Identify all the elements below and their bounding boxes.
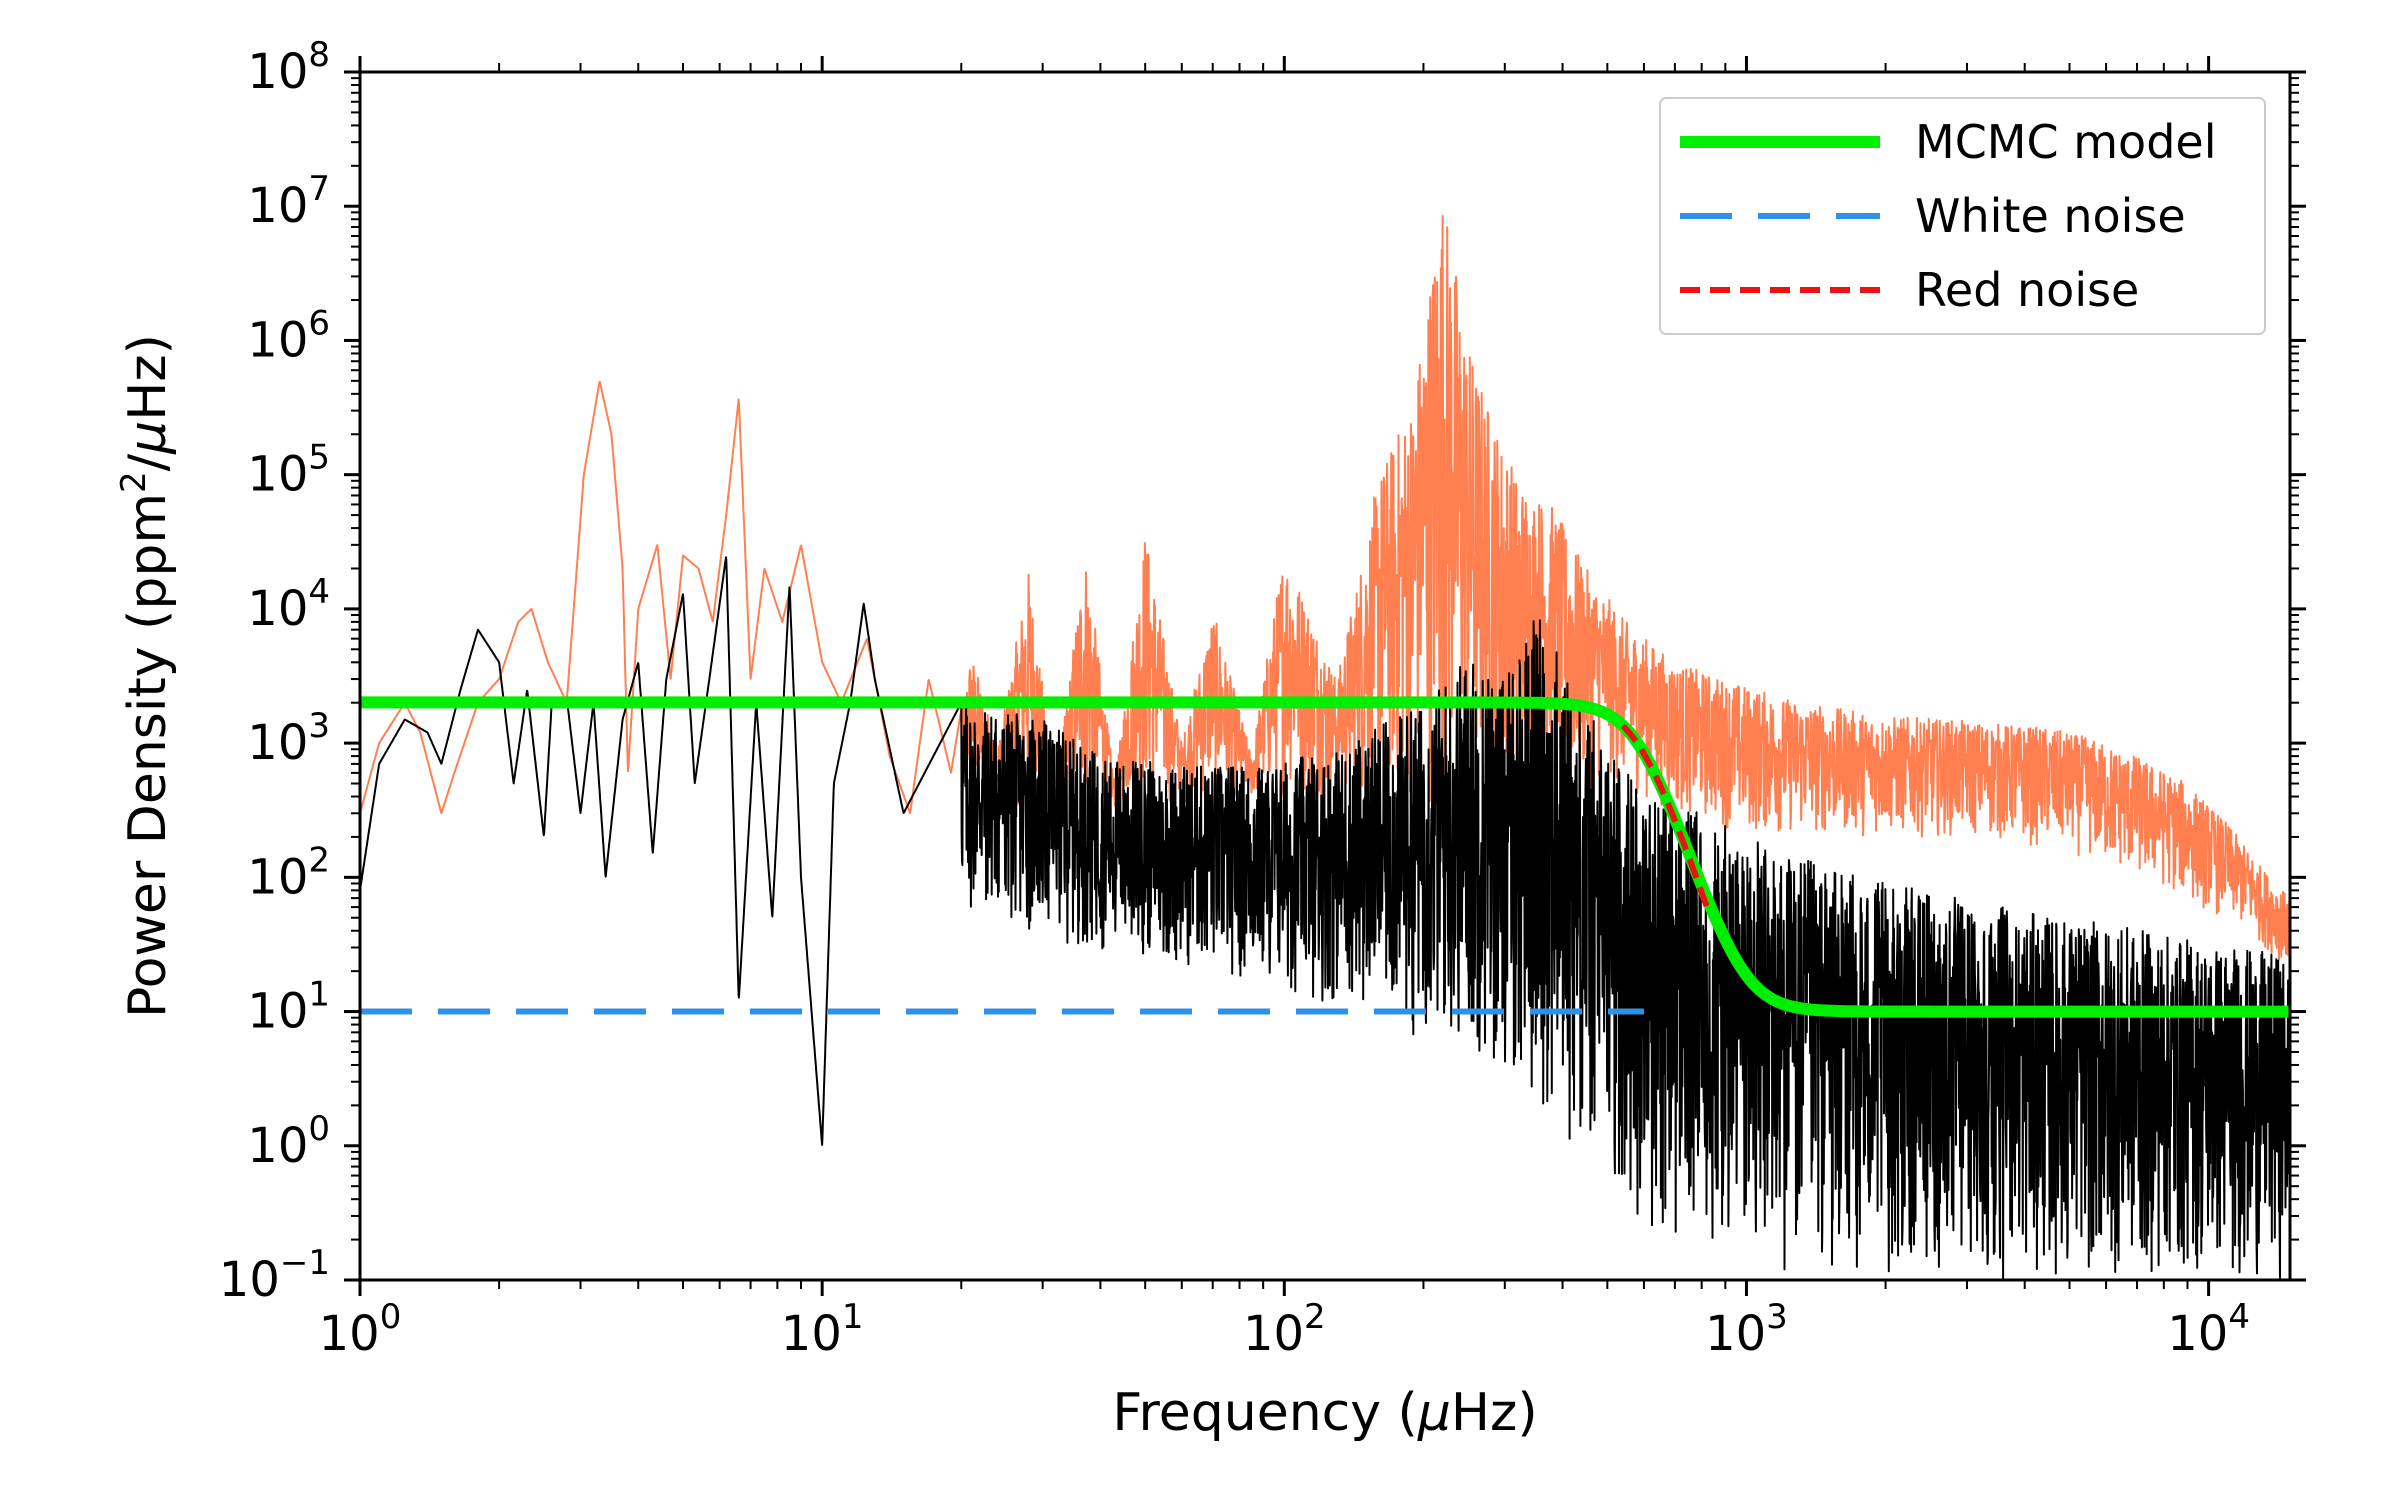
axis-tick-labels: 100 101 102 103 10410−1100101102103104105106… xyxy=(219,35,2250,1362)
x-tick-label-base: 10 xyxy=(1705,1306,1766,1362)
y-tick-label-exp: 6 xyxy=(308,303,330,343)
y-tick-label: 103 xyxy=(247,706,330,771)
y-tick-label-exp: 4 xyxy=(308,572,330,612)
x-tick-label-exp: 4 xyxy=(2228,1297,2250,1337)
red-noise-line xyxy=(1620,723,1710,908)
y-tick-label: 105 xyxy=(247,438,330,503)
y-tick-label-exp: 7 xyxy=(308,169,330,209)
y-tick-label-exp: 2 xyxy=(308,840,330,880)
y-tick-label-exp: 0 xyxy=(308,1109,330,1149)
y-tick-label-base: 10 xyxy=(247,447,308,503)
x-axis-title: Frequency (μHz) xyxy=(1112,1383,1537,1443)
x-tick-label: 102 xyxy=(1243,1297,1326,1362)
y-tick-label-base: 10 xyxy=(247,312,308,368)
y-axis-title-prefix: Power Density (ppm xyxy=(118,493,178,1018)
y-tick-label-exp: −1 xyxy=(280,1243,330,1283)
y-tick-label-base: 10 xyxy=(247,984,308,1040)
y-tick-label-base: 10 xyxy=(247,581,308,637)
y-tick-label-exp: 8 xyxy=(308,35,330,75)
x-tick-label-exp: 3 xyxy=(1766,1297,1788,1337)
legend-label-white-noise: White noise xyxy=(1915,189,2186,243)
legend: MCMC model White noise Red noise xyxy=(1659,97,2266,335)
y-tick-label-exp: 5 xyxy=(308,438,330,478)
x-tick-label-base: 10 xyxy=(2167,1306,2228,1362)
legend-label-red-noise: Red noise xyxy=(1915,263,2139,317)
y-tick-label-base: 10 xyxy=(247,178,308,234)
y-tick-label: 102 xyxy=(247,840,330,905)
x-tick-label-base: 10 xyxy=(781,1306,842,1362)
y-axis-title-suffix: Hz) xyxy=(118,334,178,421)
y-tick-label-base: 10 xyxy=(247,1118,308,1174)
plot-frame xyxy=(358,70,2292,1282)
y-tick-label: 108 xyxy=(247,35,330,100)
y-tick-label-exp: 1 xyxy=(308,975,330,1015)
y-tick-label-base: 10 xyxy=(247,849,308,905)
x-axis-title-suffix: Hz) xyxy=(1451,1383,1538,1443)
y-tick-label-base: 10 xyxy=(219,1252,280,1308)
y-tick-label: 107 xyxy=(247,169,330,234)
x-tick-label-exp: 1 xyxy=(842,1297,864,1337)
y-axis-title-sup: 2 xyxy=(114,471,154,493)
x-tick-label: 104 xyxy=(2167,1297,2250,1362)
x-tick-label-base: 10 xyxy=(319,1306,380,1362)
axis-ticks xyxy=(344,56,2306,1296)
x-tick-label: 103 xyxy=(1705,1297,1788,1362)
y-tick-label: 100 xyxy=(247,1109,330,1174)
x-tick-label: 100 xyxy=(319,1297,402,1362)
legend-box xyxy=(1659,97,2266,335)
x-tick-label: 101 xyxy=(781,1297,864,1362)
y-tick-label: 106 xyxy=(247,303,330,368)
mcmc-model-line xyxy=(360,696,2290,1018)
plot-area xyxy=(360,215,2290,1279)
y-tick-label: 104 xyxy=(247,572,330,637)
y-axis-title-mu: μ xyxy=(118,421,178,455)
x-axis-title-prefix: Frequency ( xyxy=(1112,1383,1417,1443)
x-tick-label-exp: 0 xyxy=(380,1297,402,1337)
y-axis-title: Power Density (ppm2/μHz) xyxy=(114,334,178,1018)
black-spectrum-line xyxy=(360,556,2290,1279)
y-tick-label: 10−1 xyxy=(219,1243,330,1308)
y-tick-label-base: 10 xyxy=(247,44,308,100)
y-axis-title-middle: / xyxy=(118,453,178,471)
legend-label-mcmc-model: MCMC model xyxy=(1915,115,2216,169)
x-axis-title-mu: μ xyxy=(1417,1383,1451,1443)
y-tick-label: 101 xyxy=(247,975,330,1040)
x-tick-label-base: 10 xyxy=(1243,1306,1304,1362)
y-tick-label-base: 10 xyxy=(247,715,308,771)
y-tick-label-exp: 3 xyxy=(308,706,330,746)
x-tick-label-exp: 2 xyxy=(1304,1297,1326,1337)
